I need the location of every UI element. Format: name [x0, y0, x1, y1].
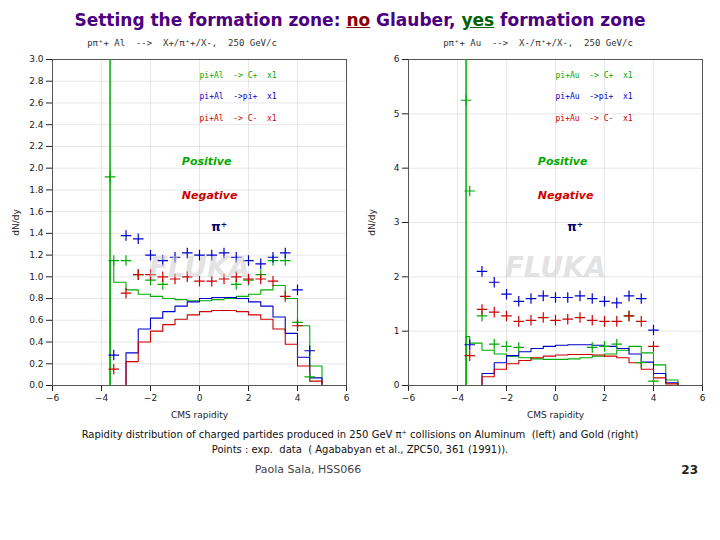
svg-text:2: 2 — [394, 272, 400, 282]
svg-text:1.8: 1.8 — [29, 185, 44, 195]
svg-text:2.0: 2.0 — [29, 163, 44, 173]
svg-text:0.4: 0.4 — [29, 337, 44, 347]
svg-text:2.4: 2.4 — [29, 120, 44, 130]
svg-text:−6: −6 — [402, 393, 416, 403]
svg-text:4: 4 — [295, 393, 301, 403]
svg-text:6: 6 — [344, 393, 350, 403]
svg-text:π⁺: π⁺ — [567, 220, 583, 234]
svg-text:pi+Al -> C- x1: pi+Al -> C- x1 — [200, 114, 277, 123]
svg-text:0: 0 — [394, 380, 400, 390]
svg-text:−2: −2 — [500, 393, 513, 403]
svg-text:pi+Au -> C- x1: pi+Au -> C- x1 — [556, 114, 633, 123]
svg-text:CMS rapidity: CMS rapidity — [171, 410, 229, 420]
svg-text:4: 4 — [651, 393, 657, 403]
html-text:Paola Sala, HSS066: Paola Sala, HSS066 — [254, 463, 362, 476]
html-text:Points : exp. data ( Agababyan: Points : exp. data ( Agababyan et al., Z… — [211, 444, 509, 455]
svg-text:2.2: 2.2 — [29, 141, 43, 151]
svg-text:dN/dy: dN/dy — [11, 209, 21, 236]
svg-text:−2: −2 — [144, 393, 157, 403]
svg-text:6: 6 — [394, 54, 400, 64]
svg-text:6: 6 — [700, 393, 706, 403]
svg-text:pi+Au -> C+ x1: pi+Au -> C+ x1 — [556, 71, 633, 80]
svg-text:π⁺: π⁺ — [211, 220, 227, 234]
html-text:Setting the formation zone: no: Setting the formation zone: no Glauber, … — [74, 10, 646, 30]
svg-text:5: 5 — [394, 109, 400, 119]
svg-text:0.2: 0.2 — [29, 359, 43, 369]
svg-text:2.8: 2.8 — [29, 76, 44, 86]
svg-text:3.0: 3.0 — [29, 54, 44, 64]
svg-text:CMS rapidity: CMS rapidity — [527, 410, 585, 420]
svg-text:pi+Al -> C+ x1: pi+Al -> C+ x1 — [200, 71, 277, 80]
svg-text:Positive: Positive — [538, 155, 588, 168]
svg-text:−6: −6 — [46, 393, 60, 403]
svg-text:2.6: 2.6 — [29, 98, 44, 108]
svg-text:2: 2 — [602, 393, 608, 403]
svg-text:FLUKA: FLUKA — [149, 251, 251, 284]
svg-text:Negative: Negative — [182, 189, 238, 202]
html-text:Rapidity distribution of charg: Rapidity distribution of charged partide… — [81, 429, 639, 440]
html-text:pπ⁺+ Au --> X-/π⁺+/X-, 250 GeV: pπ⁺+ Au --> X-/π⁺+/X-, 250 GeV/c — [443, 38, 633, 48]
svg-text:Negative: Negative — [538, 189, 594, 202]
svg-text:dN/dy: dN/dy — [367, 209, 377, 236]
svg-text:1: 1 — [394, 326, 400, 336]
html-text:pπ⁺+ Al --> X+/π⁺+/X-, 250 GeV: pπ⁺+ Al --> X+/π⁺+/X-, 250 GeV/c — [87, 38, 277, 48]
svg-text:2: 2 — [246, 393, 252, 403]
svg-text:1.6: 1.6 — [29, 207, 44, 217]
svg-text:Positive: Positive — [182, 155, 232, 168]
svg-text:0.6: 0.6 — [29, 315, 44, 325]
svg-text:−4: −4 — [451, 393, 465, 403]
svg-text:0.8: 0.8 — [29, 293, 44, 303]
svg-text:0: 0 — [197, 393, 203, 403]
svg-text:1.4: 1.4 — [29, 228, 44, 238]
svg-text:3: 3 — [394, 217, 400, 227]
svg-text:4: 4 — [394, 163, 400, 173]
svg-text:FLUKA: FLUKA — [505, 251, 607, 284]
svg-text:0.0: 0.0 — [29, 380, 44, 390]
svg-text:pi+Al ->pi+ x1: pi+Al ->pi+ x1 — [200, 92, 277, 101]
svg-text:pi+Au ->pi+ x1: pi+Au ->pi+ x1 — [556, 92, 633, 101]
svg-text:−4: −4 — [95, 393, 109, 403]
html-text:23: 23 — [681, 463, 698, 477]
svg-text:1.0: 1.0 — [29, 272, 44, 282]
svg-text:0: 0 — [553, 393, 559, 403]
svg-text:1.2: 1.2 — [29, 250, 43, 260]
